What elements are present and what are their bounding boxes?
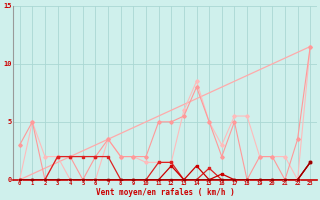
- X-axis label: Vent moyen/en rafales ( km/h ): Vent moyen/en rafales ( km/h ): [96, 188, 234, 197]
